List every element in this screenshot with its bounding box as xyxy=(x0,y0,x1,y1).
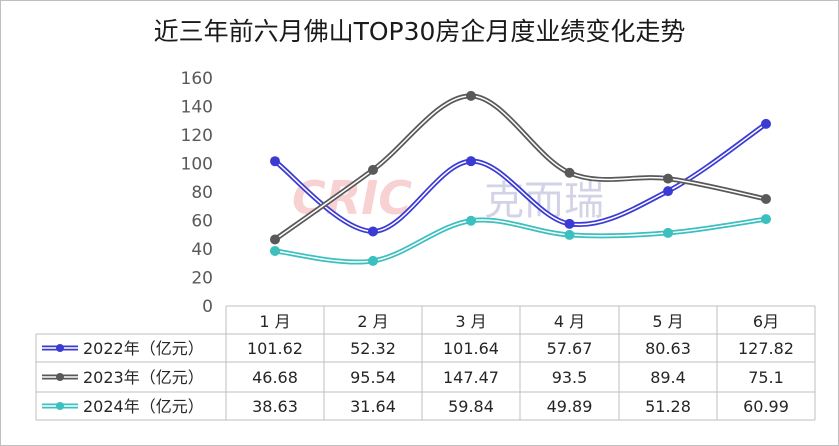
data-cell: 75.1 xyxy=(748,368,784,387)
y-axis: 160 140 120 100 80 60 40 20 0 xyxy=(181,69,213,317)
data-point xyxy=(368,226,378,237)
data-cell: 31.64 xyxy=(350,397,396,416)
data-point xyxy=(466,156,476,167)
data-point xyxy=(270,156,280,167)
y-tick-label: 120 xyxy=(181,126,213,146)
x-category-label: 6月 xyxy=(753,312,779,331)
data-point xyxy=(564,218,575,229)
series-lines xyxy=(270,90,771,266)
data-cell: 95.54 xyxy=(350,368,396,387)
data-point xyxy=(368,164,378,175)
data-point xyxy=(663,186,673,197)
data-point xyxy=(663,173,673,184)
data-point xyxy=(761,214,771,225)
y-tick-label: 80 xyxy=(191,183,213,203)
y-tick-label: 60 xyxy=(191,212,213,232)
data-cell: 57.67 xyxy=(547,339,593,358)
data-point xyxy=(564,229,575,240)
x-category-label: 1 月 xyxy=(259,312,290,331)
data-point xyxy=(663,227,673,238)
series-line-inner xyxy=(274,218,767,263)
data-cell: 80.63 xyxy=(645,339,691,358)
data-table: 1 月 2 月 3 月 4 月 5 月 6月 2022年（亿元） 101.62 52.32 101… xyxy=(35,305,816,421)
data-cell: 93.5 xyxy=(552,368,588,387)
data-cell: 101.64 xyxy=(443,339,499,358)
x-category-label: 3 月 xyxy=(455,312,486,331)
data-cell: 59.84 xyxy=(448,397,494,416)
data-cell: 46.68 xyxy=(252,368,298,387)
data-point xyxy=(564,167,575,178)
cric-watermark: CRIC 克而瑞 xyxy=(292,171,604,225)
x-category-label: 2 月 xyxy=(357,312,388,331)
series-line-inner xyxy=(274,123,767,233)
data-cell: 49.89 xyxy=(547,397,593,416)
y-tick-label: 100 xyxy=(181,155,213,175)
data-point xyxy=(466,90,476,101)
legend-label: 2022年（亿元） xyxy=(83,339,204,358)
data-point xyxy=(270,245,280,256)
data-cell: 51.28 xyxy=(645,397,691,416)
x-category-label: 4 月 xyxy=(554,312,585,331)
legend-label: 2024年（亿元） xyxy=(83,397,204,416)
series-line-inner xyxy=(274,95,767,241)
data-cell: 147.47 xyxy=(443,368,499,387)
data-cell: 127.82 xyxy=(738,339,794,358)
data-point xyxy=(761,193,771,204)
y-tick-label: 160 xyxy=(181,69,213,89)
data-cell: 101.62 xyxy=(247,339,303,358)
data-cell: 60.99 xyxy=(743,397,789,416)
legend-swatch-marker xyxy=(56,402,64,410)
legend-swatch-marker xyxy=(56,344,64,352)
data-point xyxy=(466,215,476,226)
data-point xyxy=(270,234,280,245)
legend-label: 2023年（亿元） xyxy=(83,368,204,387)
data-point xyxy=(368,255,378,266)
data-cell: 38.63 xyxy=(252,397,298,416)
data-point xyxy=(761,118,771,129)
legend-swatch-marker xyxy=(56,373,64,381)
watermark-cjk: 克而瑞 xyxy=(484,178,604,224)
chart-title: 近三年前六月佛山TOP30房企月度业绩变化走势 xyxy=(153,17,686,46)
data-cell: 52.32 xyxy=(350,339,396,358)
y-tick-label: 40 xyxy=(191,240,213,260)
y-tick-label: 140 xyxy=(181,98,213,118)
x-category-label: 5 月 xyxy=(652,312,683,331)
data-cell: 89.4 xyxy=(650,368,686,387)
y-tick-label: 20 xyxy=(191,269,213,289)
y-tick-label: 0 xyxy=(202,297,213,317)
